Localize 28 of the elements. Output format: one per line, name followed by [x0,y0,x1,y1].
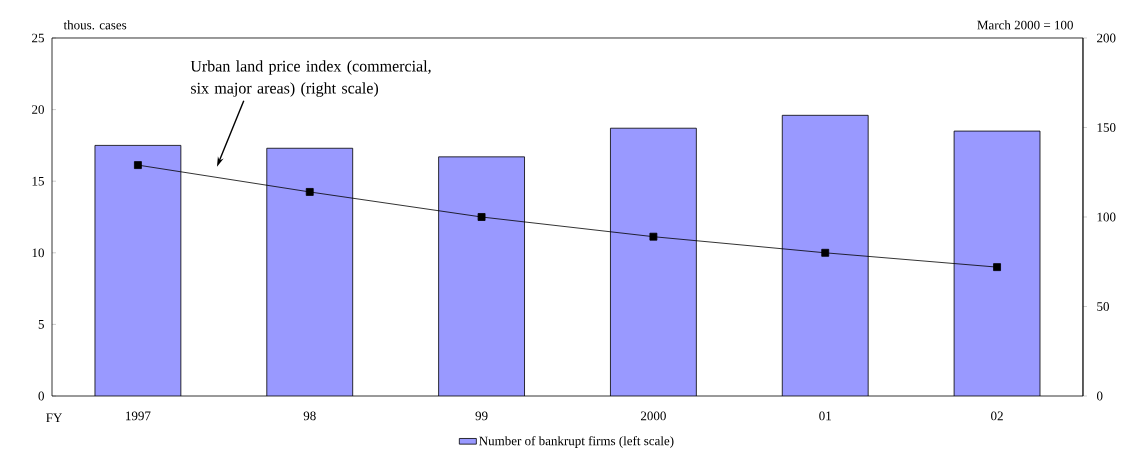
legend-label: Number of bankrupt firms (left scale) [479,435,674,448]
x-tick-label: 98 [303,411,316,421]
y-tick-label: 0 [38,391,44,401]
point [477,213,486,221]
point [649,232,658,241]
point [305,188,314,196]
point [134,161,142,169]
x-tick-label: 02 [991,411,1003,421]
y-tick-label: 15 [32,176,44,186]
y-tick-label: 5 [38,320,44,329]
y2-tick-label: 0 [1096,391,1103,401]
y2-axis-title: March 2000 = 100 [977,20,1073,30]
y2-tick-label: 200 [1097,33,1116,43]
y2-tick-label: 150 [1097,123,1116,132]
y-tick-label: 20 [32,105,44,114]
text: Urban land price index (commercial, six major areas) (right scale) [190,60,431,97]
point [993,263,1001,272]
y-tick-label: 10 [32,248,44,258]
x-tick-label: 99 [475,411,488,421]
y2-tick-label: 100 [1097,212,1116,222]
x-tick-label: 01 [819,411,831,421]
y-axis-title: thous. cases [63,20,127,30]
x-tick-label: 1997 [126,411,151,421]
y-tick-label: 25 [32,33,44,43]
x-tick-label: 2000 [640,411,666,421]
x-axis-title: FY [46,413,63,423]
point [821,248,830,257]
y2-tick-label: 50 [1097,302,1109,311]
